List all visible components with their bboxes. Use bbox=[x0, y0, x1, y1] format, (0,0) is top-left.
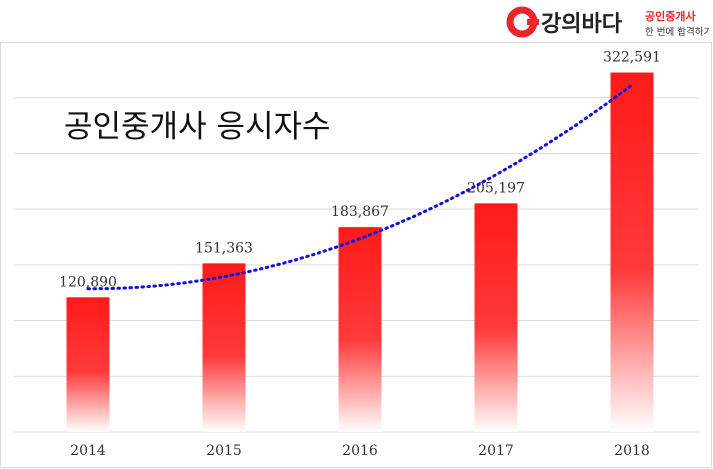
brand-tagline-bottom: 한 번에 합격하기 bbox=[645, 26, 710, 38]
brand-name: 강의바다 bbox=[541, 12, 623, 37]
chart-area: 120,890 151,363 183,867 205,197 322,591 2014… bbox=[0, 42, 713, 469]
data-labels: 120,890 151,363 183,867 205,197 322,591 bbox=[59, 50, 661, 291]
data-label-2016: 183,867 bbox=[331, 204, 389, 220]
data-label-2018: 322,591 bbox=[603, 50, 661, 66]
bar-2017 bbox=[474, 203, 518, 432]
x-tick-2014: 2014 bbox=[70, 443, 106, 459]
x-tick-2015: 2015 bbox=[206, 443, 242, 459]
chart-title: 공인중개사 응시자수 bbox=[64, 109, 331, 145]
header-bar: 강의바다 공인중개사 한 번에 합격하기 bbox=[0, 0, 713, 42]
bar-2015 bbox=[202, 263, 246, 432]
bar-2016 bbox=[338, 227, 382, 432]
bar-2018 bbox=[610, 72, 654, 433]
bar-chart: 120,890 151,363 183,867 205,197 322,591 2014… bbox=[0, 42, 712, 468]
x-axis-ticks: 2014 2015 2016 2017 2018 bbox=[70, 443, 650, 459]
c-circle-logo-icon bbox=[506, 6, 539, 38]
brand-logo: 강의바다 공인중개사 한 번에 합격하기 bbox=[506, 6, 710, 38]
data-label-2017: 205,197 bbox=[467, 180, 525, 196]
data-label-2015: 151,363 bbox=[195, 240, 253, 256]
bar-2014 bbox=[66, 297, 110, 432]
bars bbox=[66, 72, 654, 433]
data-label-2014: 120,890 bbox=[59, 274, 117, 290]
x-tick-2016: 2016 bbox=[342, 443, 378, 459]
x-tick-2018: 2018 bbox=[614, 443, 650, 459]
trendline bbox=[86, 83, 634, 291]
x-tick-2017: 2017 bbox=[478, 443, 514, 459]
brand-tagline-top: 공인중개사 bbox=[645, 9, 696, 23]
